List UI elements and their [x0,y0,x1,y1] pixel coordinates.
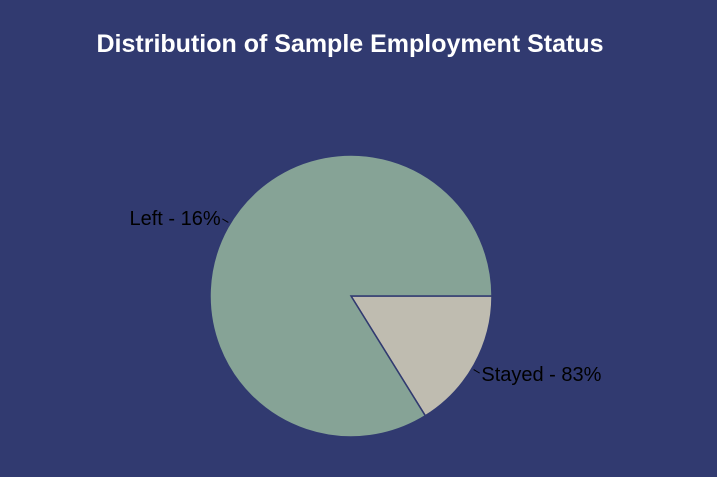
chart-title: Distribution of Sample Employment Status [96,30,604,58]
pie-slice-stayed [209,154,493,438]
label-leader-left [222,218,229,223]
label-leader-stayed [473,369,480,374]
pie-slice-left [349,295,493,417]
slice-label-stayed: Stayed - 83% [481,364,601,386]
slice-label-left: Left - 16% [129,208,220,230]
